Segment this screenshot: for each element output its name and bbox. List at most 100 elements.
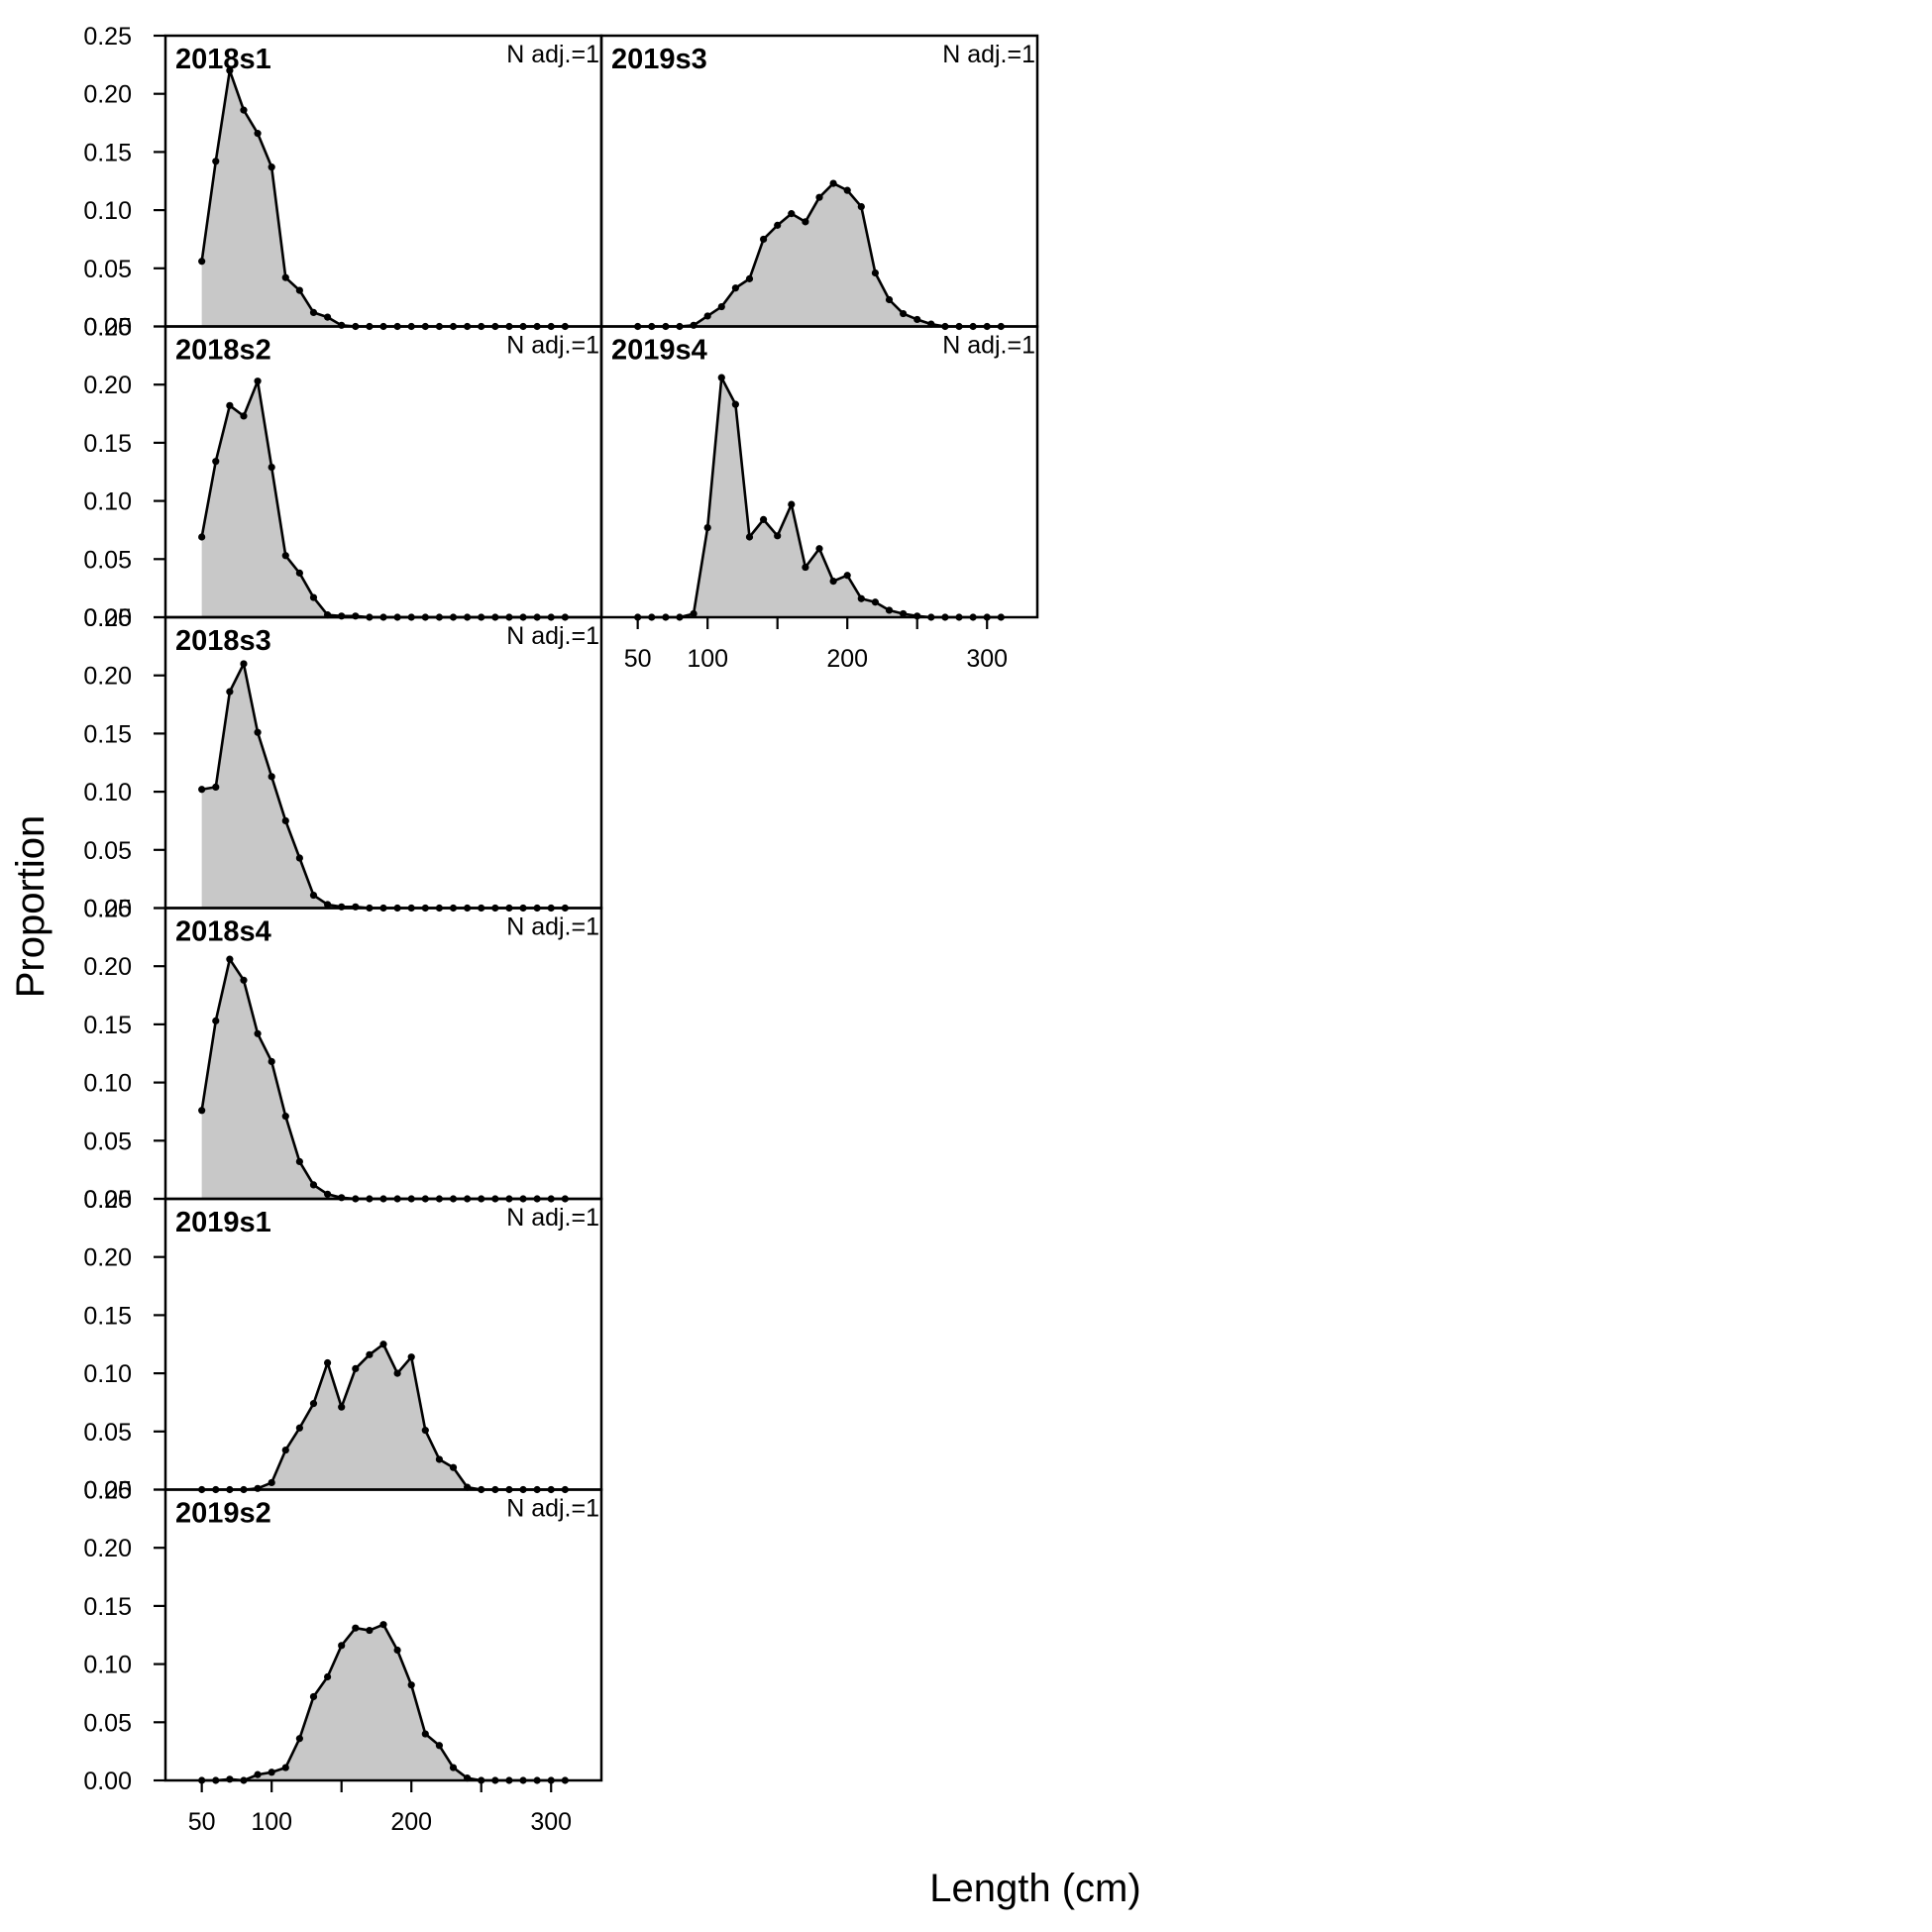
point-2019s2-120 — [295, 1735, 303, 1743]
point-2018s2-130 — [309, 593, 318, 601]
y-tick-label-2018s1-0.20: 0.20 — [83, 81, 132, 109]
y-tick-label-2019s1-0.25: 0.25 — [83, 1186, 132, 1214]
x-tick-label-2019s2-100: 100 — [251, 1808, 292, 1836]
y-tick-label-2019s2-0.25: 0.25 — [83, 1477, 132, 1505]
area-2019s1 — [201, 1343, 566, 1490]
x-tick-label-2019s2-200: 200 — [390, 1808, 432, 1836]
point-2019s2-160 — [352, 1624, 360, 1632]
point-2018s2-90 — [254, 377, 262, 385]
point-2018s1-60 — [212, 158, 220, 165]
point-2019s3-190 — [829, 179, 837, 187]
y-tick-label-2018s1-0.10: 0.10 — [83, 197, 132, 225]
point-2019s3-100 — [703, 312, 711, 320]
x-tick-label-2019s2-50: 50 — [188, 1808, 216, 1836]
point-2019s3-120 — [731, 284, 739, 292]
point-2019s4-230 — [885, 606, 894, 614]
frame-2019s4 — [599, 325, 1039, 619]
point-2019s4-200 — [843, 572, 851, 580]
point-2019s1-230 — [449, 1463, 458, 1471]
point-2019s3-220 — [871, 268, 880, 277]
y-tick-label-2019s2-0.15: 0.15 — [83, 1593, 132, 1621]
point-2018s3-70 — [226, 688, 234, 696]
x-tick-label-2019s2-300: 300 — [530, 1808, 572, 1836]
y-tick-label-2018s4-0.20: 0.20 — [83, 953, 132, 981]
point-2019s4-130 — [745, 533, 754, 541]
y-tick-label-2018s2-0.20: 0.20 — [83, 372, 132, 399]
point-2019s3-170 — [802, 218, 809, 226]
point-2018s2-60 — [212, 458, 220, 466]
y-tick-label-2018s4-0.00: 0.00 — [83, 1186, 132, 1214]
panel-title-2019s2: 2019s2 — [175, 1498, 271, 1530]
y-tick-label-2018s1-0.25: 0.25 — [83, 23, 132, 51]
point-2019s4-240 — [900, 609, 908, 618]
point-2019s1-200 — [407, 1353, 415, 1361]
point-2019s4-170 — [802, 563, 809, 572]
x-tick-label-2019s4-300: 300 — [966, 645, 1008, 673]
point-2018s1-90 — [254, 130, 262, 138]
y-tick-label-2018s2-0.15: 0.15 — [83, 430, 132, 458]
point-2019s1-210 — [421, 1427, 429, 1435]
point-2019s1-160 — [352, 1364, 360, 1373]
y-tick-label-2018s3-0.15: 0.15 — [83, 720, 132, 748]
point-2018s4-80 — [240, 976, 248, 984]
panel-2018s1: 0.00 0.05 0.10 0.15 0.20 0.25 2018s1 N adj.=1 — [83, 23, 603, 342]
y-tick-label-2018s2-0.00: 0.00 — [83, 604, 132, 632]
point-2019s3-200 — [843, 186, 851, 194]
point-2018s3-110 — [281, 816, 289, 825]
point-2019s2-90 — [254, 1771, 262, 1778]
point-2018s3-100 — [268, 773, 275, 781]
area-2018s2 — [201, 380, 566, 617]
point-2019s3-140 — [759, 235, 768, 244]
point-2019s4-190 — [829, 578, 837, 586]
x-tick-label-2019s4-200: 200 — [826, 645, 868, 673]
point-2019s3-210 — [857, 202, 865, 211]
point-2018s2-100 — [268, 463, 275, 472]
panel-note-2018s2: N adj.=1 — [506, 332, 599, 360]
panel-2019s2: 0.00 0.05 0.10 0.15 0.20 0.25 50 100 200 300 2019s… — [83, 1477, 603, 1836]
point-2019s1-180 — [379, 1341, 387, 1348]
y-tick-label-2019s1-0.10: 0.10 — [83, 1360, 132, 1388]
area-2018s4 — [201, 959, 566, 1199]
point-2019s2-170 — [366, 1626, 374, 1635]
point-2019s2-180 — [379, 1621, 387, 1629]
point-2018s3-60 — [212, 783, 220, 792]
panel-note-2018s3: N adj.=1 — [506, 622, 599, 650]
panel-note-2018s4: N adj.=1 — [506, 913, 599, 941]
frame-2019s2 — [163, 1488, 603, 1782]
point-2019s4-90 — [690, 609, 698, 618]
point-2019s4-220 — [871, 598, 880, 606]
panel-title-2018s1: 2018s1 — [175, 44, 271, 75]
panel-title-2018s3: 2018s3 — [175, 625, 271, 657]
point-2019s3-130 — [745, 274, 754, 282]
point-2018s2-70 — [226, 401, 234, 409]
point-2019s2-230 — [449, 1764, 458, 1771]
y-tick-label-2019s1-0.00: 0.00 — [83, 1477, 132, 1505]
point-2019s4-150 — [774, 532, 782, 540]
y-tick-label-2019s2-0.20: 0.20 — [83, 1535, 132, 1562]
point-2019s3-180 — [815, 193, 823, 201]
point-2018s1-140 — [323, 313, 332, 321]
point-2018s4-100 — [268, 1057, 275, 1066]
y-tick-label-2018s1-0.15: 0.15 — [83, 139, 132, 166]
point-2018s2-50 — [198, 533, 206, 541]
y-tick-label-2018s3-0.10: 0.10 — [83, 779, 132, 806]
y-tick-label-2018s3-0.20: 0.20 — [83, 663, 132, 691]
point-2019s2-150 — [338, 1642, 346, 1650]
point-2019s1-130 — [309, 1400, 318, 1408]
y-tick-label-2018s4-0.10: 0.10 — [83, 1070, 132, 1098]
y-tick-label-2018s2-0.10: 0.10 — [83, 488, 132, 516]
panel-title-2019s3: 2019s3 — [611, 44, 707, 75]
point-2019s4-210 — [857, 594, 865, 602]
y-tick-label-2018s2-0.25: 0.25 — [83, 314, 132, 342]
point-2018s1-130 — [309, 308, 318, 317]
y-axis-title: Proportion — [9, 815, 53, 999]
point-2018s1-110 — [281, 273, 289, 281]
panel-2018s2: 0.00 0.05 0.10 0.15 0.20 0.25 2018s2 N adj.=1 — [83, 314, 603, 632]
point-2019s4-110 — [717, 374, 725, 381]
point-2018s2-110 — [281, 552, 289, 560]
y-tick-label-2018s1-0.00: 0.00 — [83, 314, 132, 342]
panel-note-2019s3: N adj.=1 — [942, 41, 1035, 68]
point-2019s3-160 — [788, 210, 796, 218]
point-2019s2-200 — [407, 1681, 415, 1689]
